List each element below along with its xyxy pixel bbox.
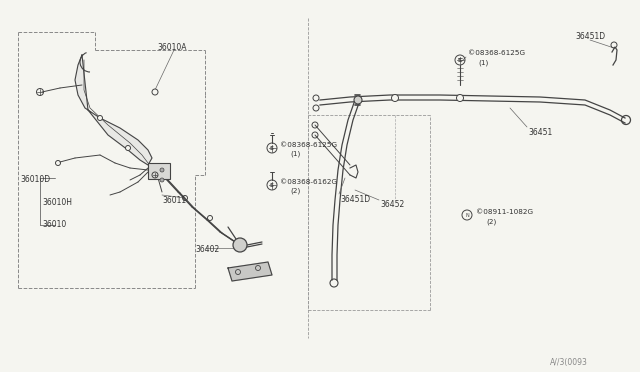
Circle shape [97,115,102,121]
Text: 36010H: 36010H [42,198,72,207]
Text: (1): (1) [478,59,488,65]
Text: ©08911-1082G: ©08911-1082G [476,209,533,215]
Text: S: S [270,183,274,187]
Circle shape [160,168,164,172]
Text: 36011: 36011 [162,196,186,205]
Text: ©08368-6125G: ©08368-6125G [468,50,525,56]
FancyBboxPatch shape [148,163,170,179]
Text: 36010A: 36010A [157,43,186,52]
Circle shape [160,178,164,182]
Circle shape [392,94,399,102]
Circle shape [456,94,463,102]
Text: 36402: 36402 [195,245,220,254]
Circle shape [152,89,158,95]
Text: 36451: 36451 [528,128,552,137]
Text: (2): (2) [486,218,496,224]
Polygon shape [75,55,152,165]
Polygon shape [228,262,272,281]
Text: (1): (1) [290,150,300,157]
Text: N: N [465,212,469,218]
Text: 36452: 36452 [380,200,404,209]
Circle shape [354,96,362,104]
Circle shape [233,238,247,252]
Text: 36451D: 36451D [575,32,605,41]
Text: 36010: 36010 [42,220,67,229]
Text: A//3(0093: A//3(0093 [550,358,588,367]
Text: S: S [458,58,462,62]
Text: ©08368-6125G: ©08368-6125G [280,142,337,148]
Text: ©08368-6162G: ©08368-6162G [280,179,337,185]
Text: S: S [270,145,274,151]
Text: 36010D: 36010D [20,175,50,184]
Text: 36451D: 36451D [340,195,370,204]
Text: (2): (2) [290,187,300,193]
Circle shape [125,145,131,151]
